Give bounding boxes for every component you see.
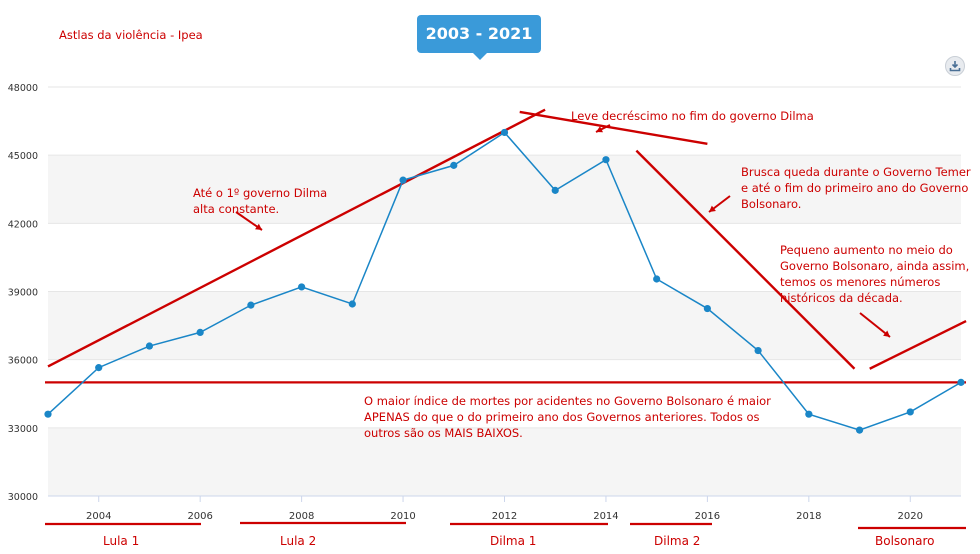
data-point — [957, 378, 965, 386]
x-tick-label: 2014 — [593, 511, 618, 522]
x-tick-label: 2020 — [898, 511, 923, 522]
x-tick-label: 2004 — [86, 511, 111, 522]
y-tick-label: 39000 — [8, 288, 38, 299]
period-underlines — [45, 521, 966, 530]
download-button[interactable] — [945, 56, 965, 76]
y-tick-label: 30000 — [8, 492, 38, 503]
arrow-head — [709, 205, 716, 212]
plot-band — [48, 427, 961, 496]
data-point — [196, 328, 204, 336]
period-label-dilma-1: Dilma 1 — [490, 534, 537, 548]
x-tick-label: 2008 — [289, 511, 314, 522]
period-label-lula-1: Lula 1 — [103, 534, 140, 548]
arrow-head — [883, 330, 890, 337]
annotation-trend-lines — [45, 108, 967, 384]
data-point — [145, 342, 154, 350]
data-point — [906, 408, 914, 416]
trend-line — [635, 149, 856, 370]
x-tick-label: 2006 — [187, 511, 212, 522]
annotation-slight-decrease: Leve decréscimo no fim do governo Dilma — [571, 109, 814, 123]
series-points — [44, 128, 965, 434]
period-label-lula-2: Lula 2 — [280, 534, 317, 548]
y-tick-label: 42000 — [8, 219, 38, 230]
data-point — [551, 186, 559, 194]
annotation-sharp-drop: Brusca queda durante o Governo Temer e a… — [741, 165, 971, 211]
trend-line — [47, 108, 546, 368]
tooltip-pointer — [473, 53, 487, 60]
annotation-until-dilma: Até o 1º governo Dilma alta constante. — [193, 186, 328, 216]
data-point — [399, 176, 407, 184]
range-tooltip: 2003 - 2021 — [417, 15, 541, 53]
x-tick-label: 2018 — [796, 511, 821, 522]
source-label: Astlas da violência - Ipea — [59, 28, 203, 42]
data-point — [44, 410, 52, 418]
data-point — [855, 426, 864, 434]
data-point — [602, 156, 610, 164]
data-point — [348, 300, 356, 308]
data-point — [805, 410, 813, 418]
y-tick-label: 36000 — [8, 356, 38, 367]
arrow-shaft — [859, 312, 891, 338]
data-point — [500, 128, 509, 137]
annotation-highest-index: O maior índice de mortes por acidentes n… — [364, 394, 771, 440]
download-icon — [949, 61, 961, 72]
trend-line — [869, 319, 967, 370]
x-tick-label: 2012 — [492, 511, 517, 522]
arrow-head — [255, 223, 262, 230]
data-point — [450, 161, 458, 169]
period-label-bolsonaro: Bolsonaro — [875, 534, 935, 548]
data-point — [754, 346, 762, 355]
y-tick-label: 45000 — [8, 151, 38, 162]
y-axis: 30000 33000 36000 39000 42000 45000 48000 — [8, 83, 38, 503]
trend-line — [519, 110, 708, 145]
arrow-head — [596, 126, 603, 133]
data-point — [95, 364, 103, 372]
period-label-dilma-2: Dilma 2 — [654, 534, 701, 548]
x-tick-label: 2010 — [390, 511, 415, 522]
data-point — [298, 283, 306, 291]
data-point — [703, 304, 711, 313]
plot-bands — [48, 155, 961, 496]
x-axis: 2004 2006 2008 2010 2012 2014 2016 2018 2020 — [48, 495, 961, 522]
x-tick-label: 2016 — [695, 511, 720, 522]
plot-band — [48, 155, 961, 224]
y-tick-label: 48000 — [8, 83, 38, 94]
y-tick-label: 33000 — [8, 424, 38, 435]
plot-band — [48, 291, 961, 360]
data-point — [247, 301, 255, 309]
data-point — [653, 275, 661, 283]
annotation-small-increase: Pequeno aumento no meio do Governo Bolso… — [780, 243, 970, 305]
annotation-arrows — [235, 124, 891, 338]
